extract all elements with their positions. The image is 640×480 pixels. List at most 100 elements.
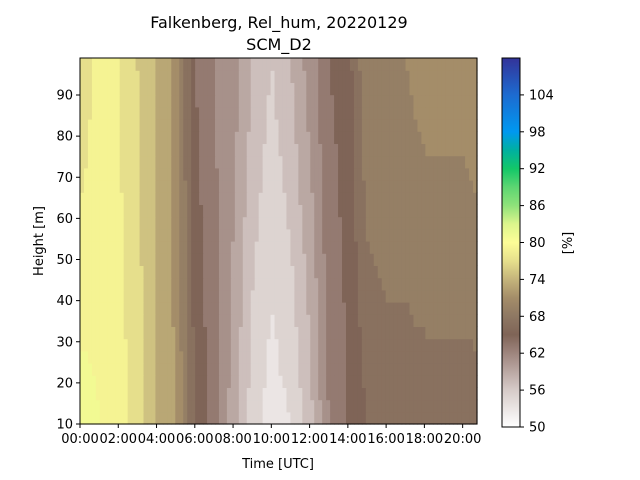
contour-cell — [199, 155, 204, 169]
contour-cell — [310, 253, 315, 266]
contour-cell — [143, 302, 149, 315]
contour-cell — [214, 289, 220, 303]
contour-cell — [270, 82, 276, 96]
contour-cell — [425, 326, 430, 340]
contour-cell — [127, 277, 133, 291]
contour-cell — [199, 314, 204, 327]
contour-cell — [445, 375, 450, 388]
contour-cell — [314, 277, 319, 291]
contour-cell — [353, 241, 359, 254]
contour-cell — [310, 119, 315, 132]
contour-cell — [234, 70, 240, 83]
contour-cell — [286, 155, 292, 169]
contour-cell — [87, 326, 93, 340]
contour-cell — [310, 58, 315, 71]
contour-cell — [393, 241, 399, 254]
contour-cell — [294, 70, 299, 83]
contour-cell — [286, 192, 292, 205]
contour-cell — [326, 350, 331, 364]
contour-cell — [381, 387, 387, 401]
contour-cell — [294, 338, 299, 352]
contour-cell — [258, 375, 264, 388]
contour-cell — [211, 167, 216, 181]
contour-cell — [183, 192, 188, 205]
contour-cell — [330, 228, 335, 242]
contour-cell — [413, 289, 419, 303]
contour-cell — [345, 82, 351, 96]
contour-cell — [214, 228, 220, 242]
contour-cell — [349, 155, 355, 169]
contour-cell — [425, 216, 430, 230]
contour-cell — [179, 363, 184, 376]
contour-cell — [80, 411, 85, 425]
contour-cell — [91, 155, 97, 169]
contour-cell — [294, 350, 299, 364]
contour-cell — [143, 326, 149, 340]
contour-cell — [119, 204, 125, 218]
colorbar-tick-label: 86 — [529, 199, 546, 214]
contour-cell — [207, 82, 212, 96]
contour-cell — [314, 204, 319, 218]
contour-cell — [151, 314, 157, 327]
contour-cell — [469, 326, 474, 340]
contour-cell — [258, 192, 264, 205]
contour-cell — [207, 204, 212, 218]
contour-cell — [103, 350, 109, 364]
contour-cell — [457, 143, 462, 157]
contour-cell — [230, 350, 236, 364]
contour-cell — [405, 192, 411, 205]
contour-cell — [397, 82, 403, 96]
contour-cell — [226, 241, 232, 254]
contour-cell — [99, 204, 105, 218]
contour-cell — [195, 350, 200, 364]
contour-cell — [218, 94, 224, 108]
contour-cell — [298, 155, 303, 169]
contour-cell — [143, 70, 149, 83]
contour-cell — [413, 338, 419, 352]
contour-cell — [357, 119, 363, 132]
contour-cell — [230, 131, 236, 144]
contour-cell — [167, 106, 172, 120]
contour-cell — [266, 363, 272, 376]
contour-cell — [409, 375, 415, 388]
contour-cell — [234, 204, 240, 218]
contour-cell — [207, 375, 212, 388]
contour-cell — [230, 338, 236, 352]
contour-cell — [409, 289, 415, 303]
contour-cell — [195, 387, 200, 401]
contour-cell — [123, 167, 129, 181]
contour-cell — [401, 155, 407, 169]
contour-cell — [290, 119, 295, 132]
contour-cell — [457, 131, 462, 144]
contour-cell — [282, 228, 288, 242]
contour-cell — [155, 155, 160, 169]
contour-cell — [342, 216, 347, 230]
contour-cell — [151, 411, 157, 425]
contour-cell — [83, 387, 89, 401]
contour-cell — [453, 253, 458, 266]
contour-cell — [95, 204, 101, 218]
contour-cell — [373, 350, 379, 364]
contour-cell — [211, 143, 216, 157]
contour-cell — [203, 82, 208, 96]
contour-cell — [302, 314, 307, 327]
contour-cell — [226, 180, 232, 193]
contour-cell — [286, 277, 292, 291]
contour-cell — [83, 192, 89, 205]
contour-cell — [393, 82, 399, 96]
contour-cell — [274, 106, 280, 120]
contour-cell — [127, 375, 133, 388]
contour-cell — [449, 70, 454, 83]
contour-cell — [270, 302, 276, 315]
contour-cell — [87, 180, 93, 193]
contour-cell — [342, 167, 347, 181]
contour-cell — [361, 411, 367, 425]
contour-cell — [103, 265, 109, 279]
contour-cell — [214, 216, 220, 230]
contour-cell — [183, 204, 188, 218]
contour-cell — [433, 155, 438, 169]
contour-cell — [191, 265, 196, 279]
contour-cell — [413, 411, 419, 425]
contour-cell — [385, 119, 391, 132]
contour-cell — [405, 70, 411, 83]
